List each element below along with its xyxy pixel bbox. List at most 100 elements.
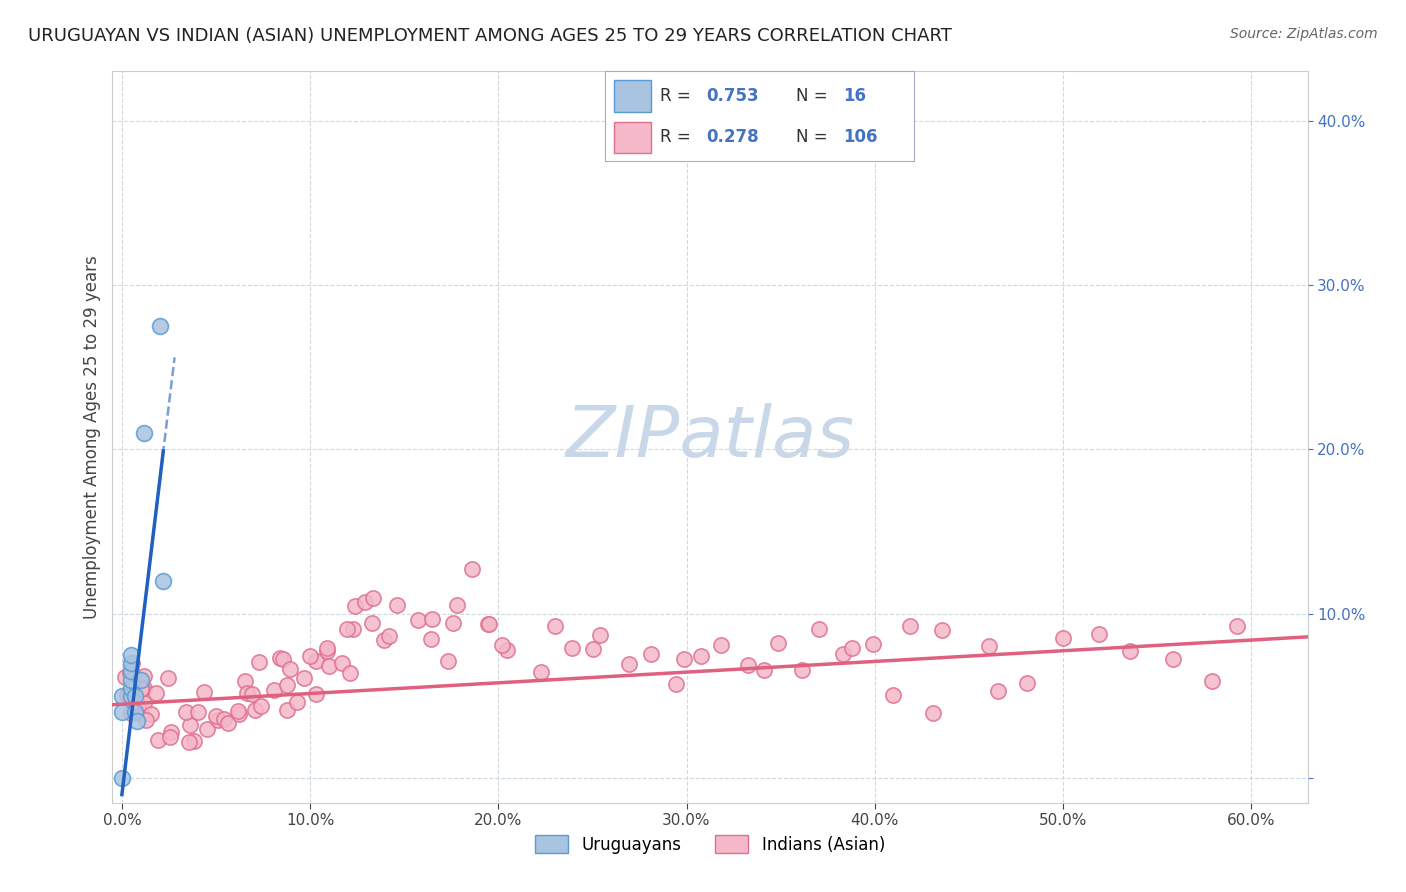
Indians (Asian) — [179, 718, 201, 732]
Indians (Asian) — [278, 662, 301, 676]
Indians (Asian) — [1015, 675, 1038, 690]
Uruguayans — [134, 425, 156, 440]
Indians (Asian) — [305, 654, 328, 668]
Indians (Asian) — [792, 664, 814, 678]
Indians (Asian) — [361, 616, 384, 631]
Indians (Asian) — [120, 706, 142, 720]
Uruguayans — [120, 673, 142, 687]
Indians (Asian) — [339, 666, 361, 681]
Indians (Asian) — [419, 632, 441, 646]
Text: 106: 106 — [842, 128, 877, 146]
Indians (Asian) — [496, 642, 519, 657]
Indians (Asian) — [131, 682, 153, 697]
Y-axis label: Unemployment Among Ages 25 to 29 years: Unemployment Among Ages 25 to 29 years — [83, 255, 101, 619]
Indians (Asian) — [436, 654, 458, 668]
Text: URUGUAYAN VS INDIAN (ASIAN) UNEMPLOYMENT AMONG AGES 25 TO 29 YEARS CORRELATION C: URUGUAYAN VS INDIAN (ASIAN) UNEMPLOYMENT… — [28, 27, 952, 45]
Indians (Asian) — [478, 617, 501, 632]
Text: ZIPatlas: ZIPatlas — [565, 402, 855, 472]
Indians (Asian) — [373, 633, 395, 648]
Indians (Asian) — [193, 685, 215, 699]
Indians (Asian) — [276, 678, 298, 692]
Indians (Asian) — [1088, 627, 1111, 641]
Uruguayans — [120, 681, 142, 695]
Indians (Asian) — [292, 671, 315, 685]
Indians (Asian) — [922, 706, 945, 720]
Indians (Asian) — [377, 629, 399, 643]
Uruguayans — [120, 648, 142, 662]
Indians (Asian) — [589, 627, 612, 641]
Indians (Asian) — [862, 637, 884, 651]
Indians (Asian) — [276, 702, 298, 716]
Indians (Asian) — [441, 616, 464, 631]
Indians (Asian) — [187, 705, 209, 719]
Indians (Asian) — [582, 642, 605, 657]
Indians (Asian) — [342, 622, 364, 636]
Indians (Asian) — [1119, 643, 1142, 657]
Indians (Asian) — [195, 723, 218, 737]
Indians (Asian) — [159, 725, 181, 739]
Indians (Asian) — [127, 697, 149, 711]
Uruguayans — [111, 689, 134, 703]
Indians (Asian) — [491, 639, 513, 653]
Indians (Asian) — [1201, 673, 1223, 688]
Uruguayans — [124, 689, 146, 703]
Indians (Asian) — [305, 687, 328, 701]
Indians (Asian) — [125, 695, 148, 709]
Uruguayans — [125, 714, 148, 728]
Indians (Asian) — [710, 638, 733, 652]
Indians (Asian) — [141, 707, 163, 722]
Indians (Asian) — [1226, 618, 1249, 632]
Indians (Asian) — [316, 644, 339, 658]
Indians (Asian) — [353, 595, 375, 609]
Indians (Asian) — [1163, 652, 1185, 666]
Indians (Asian) — [898, 618, 921, 632]
Indians (Asian) — [737, 658, 759, 673]
Indians (Asian) — [298, 648, 321, 663]
Uruguayans — [120, 689, 142, 703]
Uruguayans — [129, 673, 152, 687]
Indians (Asian) — [831, 648, 853, 662]
Indians (Asian) — [226, 704, 249, 718]
Text: 0.278: 0.278 — [707, 128, 759, 146]
Indians (Asian) — [271, 652, 294, 666]
Uruguayans — [152, 574, 174, 588]
Indians (Asian) — [132, 696, 155, 710]
Indians (Asian) — [205, 709, 228, 723]
Indians (Asian) — [330, 656, 353, 670]
Indians (Asian) — [207, 713, 229, 727]
Text: N =: N = — [796, 87, 834, 105]
Indians (Asian) — [115, 688, 138, 702]
Indians (Asian) — [114, 670, 136, 684]
Indians (Asian) — [285, 694, 308, 708]
Indians (Asian) — [176, 705, 198, 719]
Indians (Asian) — [689, 648, 711, 663]
Indians (Asian) — [336, 622, 359, 636]
Indians (Asian) — [250, 698, 273, 713]
Indians (Asian) — [179, 734, 201, 748]
Indians (Asian) — [544, 619, 567, 633]
Indians (Asian) — [159, 730, 181, 744]
Indians (Asian) — [387, 598, 409, 612]
Indians (Asian) — [121, 656, 143, 670]
Indians (Asian) — [228, 707, 250, 722]
Legend: Uruguayans, Indians (Asian): Uruguayans, Indians (Asian) — [529, 829, 891, 860]
Indians (Asian) — [269, 650, 291, 665]
Indians (Asian) — [135, 713, 157, 727]
Indians (Asian) — [617, 657, 640, 671]
Indians (Asian) — [361, 591, 384, 606]
Uruguayans — [111, 771, 134, 785]
Indians (Asian) — [640, 647, 662, 661]
Indians (Asian) — [263, 682, 285, 697]
Indians (Asian) — [766, 636, 789, 650]
Indians (Asian) — [987, 683, 1010, 698]
Indians (Asian) — [129, 706, 152, 721]
Bar — [614, 80, 651, 112]
Indians (Asian) — [243, 703, 266, 717]
Indians (Asian) — [931, 623, 953, 637]
Indians (Asian) — [132, 669, 155, 683]
Indians (Asian) — [672, 651, 695, 665]
Indians (Asian) — [212, 712, 235, 726]
Indians (Asian) — [420, 612, 443, 626]
Indians (Asian) — [841, 640, 863, 655]
Text: 16: 16 — [842, 87, 866, 105]
